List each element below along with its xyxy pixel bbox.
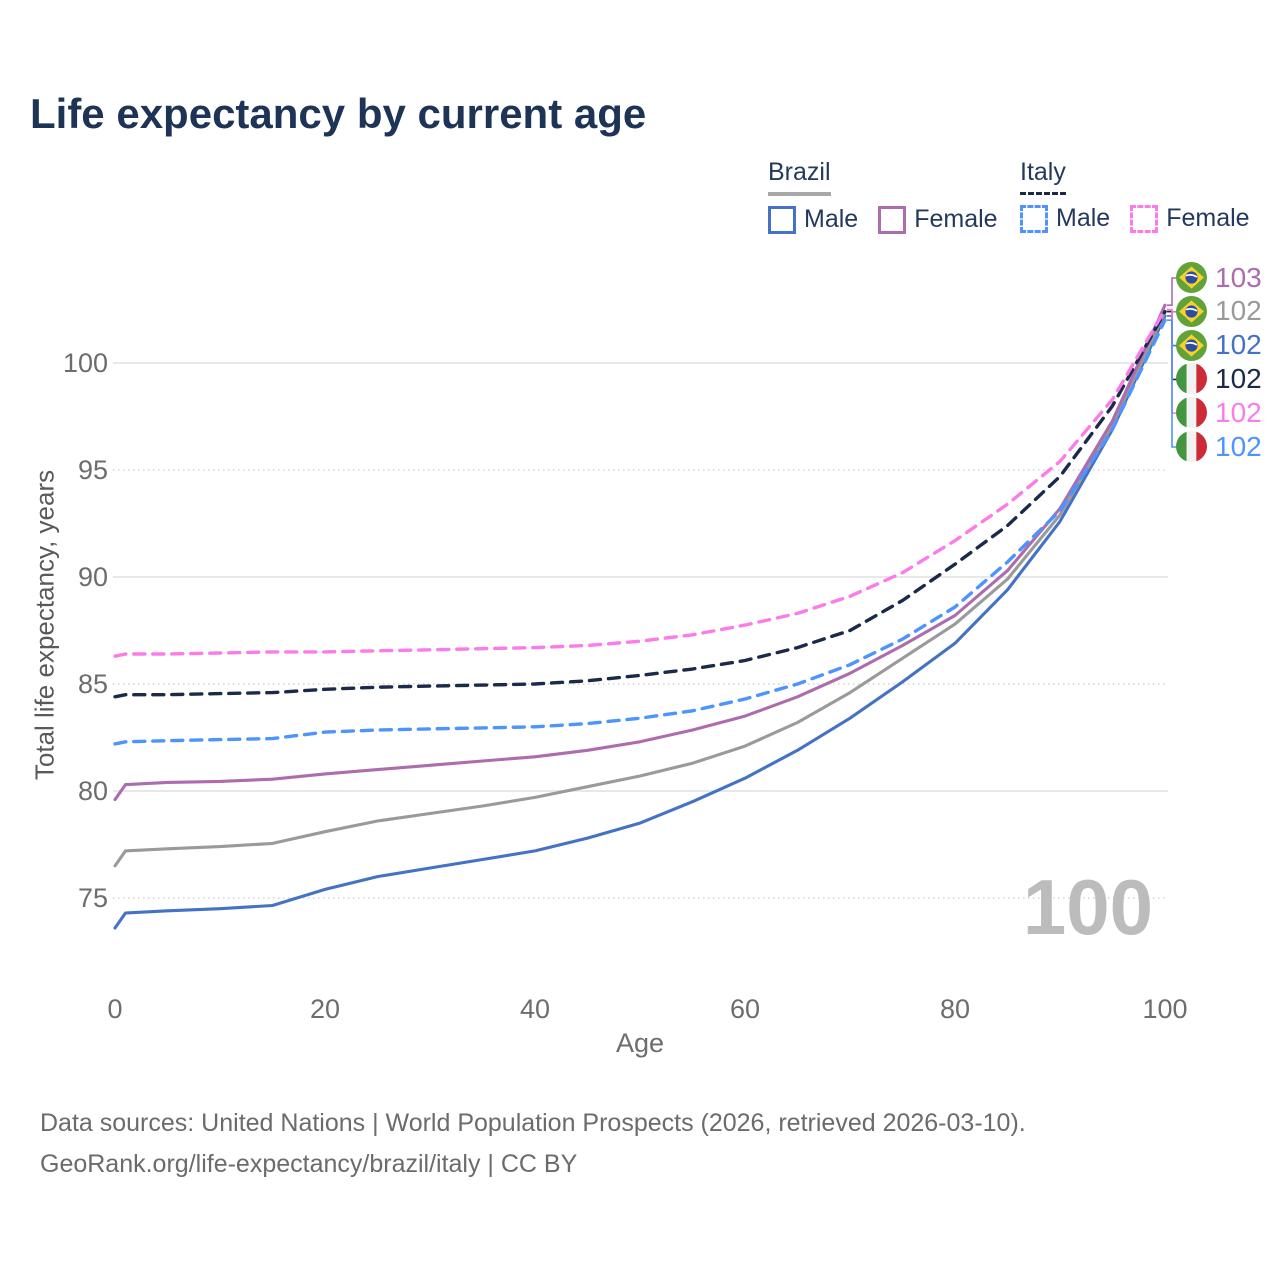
x-axis-title: Age [615, 1028, 665, 1058]
legend-item-label: Female [914, 205, 998, 233]
footer-attribution: Data sources: United Nations | World Pop… [40, 1103, 1026, 1185]
end-value-label: 102 [1215, 362, 1262, 394]
y-tick-label: 80 [78, 776, 108, 806]
end-label-row-brazil_total: 102 [1176, 295, 1262, 327]
end-value-label: 102 [1215, 396, 1262, 428]
legend-group-italy: Italy Male Female [1020, 158, 1250, 233]
age-watermark: 100 [1022, 863, 1153, 951]
italy-female-swatch-icon [1130, 204, 1159, 233]
legend-group-brazil: Brazil Male Female [768, 158, 998, 234]
series-line-brazil_female[interactable] [113, 303, 1167, 802]
series-line-brazil_total[interactable] [113, 310, 1167, 868]
end-label-row-italy_female: 102 [1176, 396, 1262, 429]
page-title: Life expectancy by current age [30, 90, 647, 137]
end-label-row-brazil_female: 103 [1176, 262, 1262, 293]
series-line-italy_male[interactable] [113, 318, 1167, 746]
leader-line-italy_male [1167, 319, 1177, 448]
x-tick-label: 0 [107, 994, 122, 1024]
x-tick-label: 100 [1142, 994, 1187, 1024]
brazil-male-swatch-icon [768, 205, 796, 234]
x-tick-label: 60 [730, 994, 760, 1024]
legend-country-italy[interactable]: Italy [1020, 158, 1066, 195]
y-tick-label: 90 [78, 562, 108, 592]
end-value-label: 102 [1215, 329, 1262, 361]
italy-flag-icon [1176, 431, 1207, 462]
end-label-row-italy_total: 102 [1176, 362, 1262, 395]
legend-item-label: Female [1166, 204, 1250, 232]
legend-item-label: Male [804, 205, 859, 233]
legend-item-italy-male[interactable]: Male [1020, 204, 1110, 233]
y-tick-label: 75 [78, 883, 108, 913]
brazil-flag-icon [1176, 329, 1207, 361]
x-tick-label: 80 [940, 994, 970, 1024]
footer-data-sources: Data sources: United Nations | World Pop… [40, 1109, 1026, 1137]
italy-flag-icon [1176, 397, 1207, 429]
end-label-row-italy_male: 102 [1176, 431, 1262, 462]
legend-item-brazil-female[interactable]: Female [878, 205, 998, 234]
italy-male-swatch-icon [1020, 204, 1048, 233]
brazil-flag-icon [1176, 295, 1207, 327]
y-tick-label: 85 [78, 669, 108, 699]
brazil-flag-icon [1176, 262, 1207, 293]
legend-item-brazil-male[interactable]: Male [768, 205, 858, 234]
brazil-female-swatch-icon [878, 205, 907, 234]
x-tick-label: 40 [520, 994, 550, 1024]
end-value-label: 103 [1215, 261, 1262, 293]
footer-url[interactable]: GeoRank.org/life-expectancy/brazil/italy… [40, 1150, 578, 1178]
series-line-brazil_male[interactable] [113, 314, 1167, 930]
legend-country-brazil[interactable]: Brazil [768, 158, 831, 196]
legend-item-label: Male [1056, 204, 1111, 232]
leader-line-brazil_female [1167, 277, 1177, 306]
italy-flag-icon [1176, 363, 1207, 395]
y-tick-label: 100 [63, 348, 108, 378]
end-value-label: 102 [1215, 295, 1262, 327]
end-value-label: 102 [1215, 430, 1262, 462]
y-tick-label: 95 [78, 455, 108, 485]
series-line-italy_total[interactable] [113, 309, 1167, 699]
series-line-italy_female[interactable] [113, 307, 1167, 658]
end-label-row-brazil_male: 102 [1176, 329, 1262, 361]
legend-item-italy-female[interactable]: Female [1130, 204, 1250, 233]
x-tick-label: 20 [310, 994, 340, 1024]
